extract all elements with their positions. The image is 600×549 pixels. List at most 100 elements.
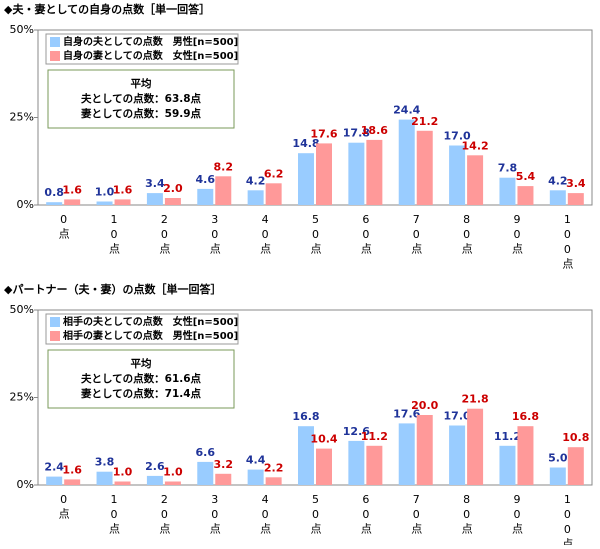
legend-swatch [50,331,60,341]
value-label: 4.2 [548,174,568,187]
bar [348,142,365,205]
y-tick-label: 50% [10,23,34,36]
x-tick-label: 70点 [410,493,423,536]
value-label: 7.8 [498,162,518,175]
annotation: 妻としての点数：59.9点 [81,107,202,120]
value-label: 11.2 [361,430,388,443]
value-label: 18.6 [361,124,388,137]
x-tick-label: 10点 [108,213,121,256]
annotation: 夫としての点数：63.8点 [81,92,202,105]
value-label: 10.4 [310,433,337,446]
value-label: 2.4 [44,461,64,474]
legend-box [45,313,239,345]
x-tick-label: 30点 [208,213,221,256]
legend-box [45,33,239,65]
y-tick-label: 0% [17,198,34,211]
value-label: 1.0 [163,466,183,479]
value-label: 21.2 [411,115,438,128]
value-label: 4.4 [246,454,266,467]
legend-swatch [50,51,60,61]
value-label: 2.0 [163,182,183,195]
annotation-box [47,349,235,409]
bar [517,186,534,205]
legend-label: 自身の夫としての点数 男性[n=500] [63,35,238,48]
legend-label: 相手の夫としての点数 女性[n=500] [63,315,238,328]
y-tick-label: 25% [10,111,34,124]
bar [549,190,566,205]
value-label: 0.8 [44,186,64,199]
bar [499,445,516,485]
x-tick-label: 100点 [561,213,574,271]
annotation-box [47,69,235,129]
bar [265,477,282,485]
bar [64,479,81,485]
value-label: 6.6 [196,446,216,459]
legend-label: 自身の妻としての点数 女性[n=500] [63,49,238,62]
bar [96,471,113,485]
value-label: 12.6 [343,425,370,438]
value-label: 17.0 [444,130,471,143]
legend-swatch [50,317,60,327]
bar [96,201,113,205]
y-tick-label: 0% [17,478,34,491]
x-tick-label: 20点 [158,213,171,256]
value-label: 16.8 [292,410,319,423]
value-label: 3.2 [214,458,234,471]
value-label: 14.8 [292,137,319,150]
value-label: 1.6 [62,183,82,196]
bar [215,473,232,485]
bar [146,193,163,205]
x-tick-label: 50点 [309,213,322,256]
value-label: 24.4 [393,104,420,117]
value-label: 17.0 [444,410,471,423]
bar [398,119,415,205]
value-label: 17.6 [310,127,337,140]
value-label: 5.0 [548,452,568,465]
bar [567,193,584,205]
bar [164,198,181,205]
x-tick-label: 90点 [510,493,523,536]
bar [46,476,63,485]
bar [298,153,314,205]
bar [366,445,383,485]
x-tick-label: 10点 [108,493,121,536]
x-tick-label: 100点 [561,493,574,545]
chart-title: ◆夫・妻としての自身の点数［単一回答］ [4,2,210,16]
y-tick-label: 50% [10,303,34,316]
bar [567,447,584,485]
bar [114,481,131,485]
annotation: 平均 [131,77,152,90]
value-label: 1.6 [113,183,133,196]
bar [549,467,566,485]
x-tick-label: 80点 [460,213,473,256]
x-tick-label: 50点 [309,493,322,536]
value-label: 3.4 [145,177,165,190]
bar [164,481,181,485]
bar [416,130,433,205]
bar [517,426,534,485]
value-label: 17.6 [393,407,420,420]
value-label: 4.6 [196,173,216,186]
value-label: 8.2 [214,160,234,173]
value-label: 21.8 [462,393,489,406]
x-tick-label: 0点 [57,213,70,241]
bar [499,177,516,205]
bar [197,188,214,205]
x-tick-label: 80点 [460,493,473,536]
bar [247,190,264,205]
bar [449,145,466,205]
bar [467,408,484,485]
value-label: 1.0 [113,466,133,479]
bar [114,199,131,205]
bar [398,423,415,485]
value-label: 3.4 [566,177,586,190]
x-tick-label: 90点 [510,213,523,256]
value-label: 16.8 [512,410,539,423]
value-label: 10.8 [562,431,589,444]
value-label: 1.0 [95,186,115,199]
bar [215,176,232,205]
bar [46,202,63,205]
value-label: 20.0 [411,399,438,412]
bar [298,426,314,485]
value-label: 6.2 [264,167,284,180]
